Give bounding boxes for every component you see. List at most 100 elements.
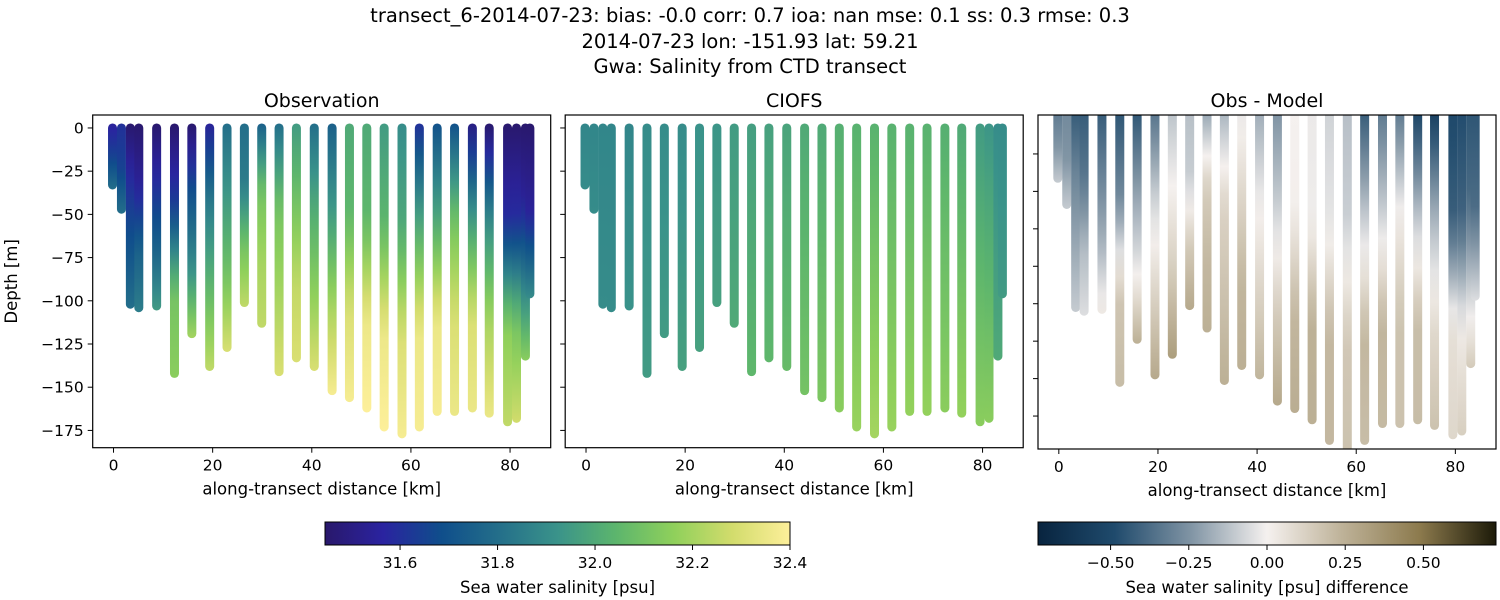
station-profile-13	[764, 123, 774, 363]
station-profiles	[580, 123, 1007, 439]
station-profile-1	[1053, 115, 1063, 183]
panel-model: 0 20 40 60 80 CIOFS along-transect distance [k…	[560, 90, 1024, 499]
station-profile-28	[997, 123, 1007, 299]
colorbar-tick-label: −0.50	[1087, 554, 1135, 572]
station-profile-8	[1150, 115, 1160, 380]
figure-title-line1: transect_6-2014-07-23: bias: -0.0 corr: …	[370, 4, 1130, 27]
station-profile-20	[414, 123, 424, 432]
station-profile-16	[1290, 115, 1300, 414]
station-profile-15	[800, 123, 810, 396]
colorbar-tick-label: 32.4	[773, 554, 808, 572]
station-profile-22	[922, 123, 932, 416]
station-profile-15	[1272, 115, 1282, 406]
x-tick-label: 80	[500, 457, 520, 475]
station-profile-12	[274, 123, 284, 377]
x-tick-label: 0	[109, 457, 119, 475]
station-profile-5	[152, 123, 162, 311]
station-profile-14	[1255, 115, 1265, 380]
colorbar-label: Sea water salinity [psu] difference	[1125, 578, 1408, 597]
station-profile-7	[659, 123, 669, 339]
y-axis-label: Depth [m]	[2, 239, 21, 323]
colorbar-haline: 31.6 31.8 32.0 32.2 32.4 Sea water salinity […	[324, 521, 808, 597]
y-tick-label: −125	[41, 336, 84, 354]
station-profile-11	[1202, 115, 1212, 333]
station-profile-2	[1062, 115, 1072, 209]
station-profile-18	[379, 123, 389, 432]
station-profile-21	[905, 123, 915, 416]
panel-obs: 0 20 40 60 80 0 −25 −50 −75 −100 −125 −150 −175 Obser…	[2, 90, 552, 499]
station-profile-28	[1470, 115, 1480, 301]
station-profile-16	[817, 123, 827, 403]
colorbar-tick-label: 32.2	[675, 554, 710, 572]
station-profile-17	[362, 123, 372, 413]
colorbar-tick-label: −0.25	[1165, 554, 1213, 572]
x-tick-label: 40	[302, 457, 322, 475]
station-profile-22	[1395, 115, 1405, 429]
station-profile-8	[205, 123, 215, 371]
station-profile-18	[852, 123, 862, 432]
station-profile-7	[1132, 115, 1142, 344]
station-profile-23	[1413, 115, 1423, 425]
station-profile-6	[1115, 115, 1125, 387]
station-profile-24	[484, 123, 494, 418]
x-tick-label: 60	[401, 457, 421, 475]
station-profile-2	[116, 123, 126, 214]
station-profile-3	[125, 123, 135, 309]
station-profile-7	[187, 123, 197, 339]
station-profile-5	[1097, 115, 1107, 314]
y-tick-label: −175	[41, 422, 84, 440]
y-tick-label: −50	[51, 206, 84, 224]
station-profile-13	[291, 123, 301, 363]
x-tick-label: 20	[203, 457, 223, 475]
station-profile-22	[450, 123, 460, 416]
plot-frame	[92, 114, 552, 449]
station-profile-11	[257, 123, 267, 328]
station-profile-9	[222, 123, 232, 352]
y-tick-label: 0	[74, 119, 84, 137]
station-profile-5	[624, 123, 634, 311]
station-profile-9	[695, 123, 705, 352]
station-profile-3	[598, 123, 608, 309]
x-tick-label: 80	[973, 457, 993, 475]
station-profile-10	[239, 123, 249, 308]
station-profile-4	[1079, 115, 1089, 316]
x-tick-label: 0	[581, 457, 591, 475]
station-profile-24	[1430, 115, 1440, 430]
station-profile-15	[327, 123, 337, 396]
station-profile-25	[503, 123, 513, 427]
station-profile-12	[747, 123, 757, 377]
y-tick-label: −25	[51, 163, 84, 181]
station-profile-1	[580, 123, 590, 190]
colorbar-tick-label: 0.00	[1250, 554, 1285, 572]
station-profile-21	[432, 123, 442, 416]
station-profile-26	[511, 123, 521, 423]
station-profile-14	[309, 123, 319, 371]
station-profile-23	[467, 123, 477, 413]
station-profile-1	[108, 123, 118, 190]
station-profile-19	[869, 123, 879, 439]
x-tick-label: 60	[874, 457, 894, 475]
colorbar-tick-label: 0.50	[1406, 554, 1441, 572]
station-profile-4	[134, 123, 144, 313]
x-tick-label: 60	[1346, 458, 1366, 476]
station-profile-26	[984, 123, 994, 423]
panel-title: Obs - Model	[1211, 90, 1324, 112]
figure-title-line2: 2014-07-23 lon: -151.93 lat: 59.21	[581, 30, 919, 53]
station-profile-19	[397, 123, 407, 439]
colorbar-tick-label: 31.6	[383, 554, 418, 572]
station-profiles	[1053, 115, 1480, 449]
colorbar-label: Sea water salinity [psu]	[460, 578, 655, 597]
panel-diff: 0 20 40 60 80 Obs - Model along-transect dista…	[1033, 90, 1497, 500]
station-profile-9	[1167, 115, 1177, 359]
station-profile-10	[1185, 115, 1195, 311]
station-profile-21	[1377, 115, 1387, 429]
station-profile-3	[1071, 115, 1081, 312]
station-profile-4	[606, 123, 616, 313]
colorbar-diff: −0.50 −0.25 0.00 0.25 0.50 Sea water salinity…	[1037, 521, 1497, 597]
y-tick-label: −75	[51, 249, 84, 267]
station-profile-20	[887, 123, 897, 432]
plot-frame	[1037, 114, 1497, 450]
station-profiles	[108, 123, 535, 439]
station-profile-6	[642, 123, 652, 378]
